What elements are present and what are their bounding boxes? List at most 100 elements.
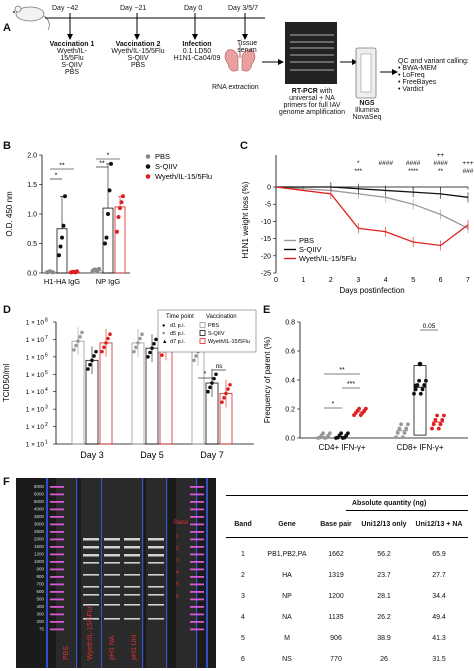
y-tick-exponent: 2 xyxy=(45,422,48,428)
lane-label: pH1 NA xyxy=(109,635,116,660)
sig-label: * xyxy=(204,371,207,378)
data-point xyxy=(194,354,198,358)
data-point xyxy=(74,343,78,348)
x-tick-label: 0 xyxy=(274,277,278,284)
data-point xyxy=(214,372,218,377)
y-tick-label: 1.5 xyxy=(27,182,37,189)
ladder-label: 6000 xyxy=(34,492,45,497)
x-tick-label: 5 xyxy=(411,277,415,284)
data-point xyxy=(102,345,106,350)
y-tick-label: 1.0 xyxy=(27,212,37,219)
x-tick-label: H1-HA IgG xyxy=(44,277,80,286)
sample-band xyxy=(124,554,140,557)
col-gene: Gene xyxy=(278,521,296,529)
data-point xyxy=(132,349,136,354)
sig-label: ** xyxy=(59,163,65,170)
data-point xyxy=(399,422,403,427)
legend-label: S-QIIV xyxy=(208,331,225,337)
y-tick-exponent: 3 xyxy=(45,405,48,411)
y-tick-label: 1 × 10 xyxy=(26,424,45,431)
table-row: 2 HA 1319 23.7 27.7 xyxy=(241,571,446,579)
lane-label: PBS xyxy=(63,646,70,660)
legend-swatch xyxy=(199,322,206,328)
data-point xyxy=(228,382,232,387)
sample-band xyxy=(148,562,164,564)
data-point xyxy=(104,235,109,240)
y-tick-label: 0.4 xyxy=(285,378,295,385)
y-axis-label: Frequency of parent (%) xyxy=(263,337,272,424)
range-box xyxy=(413,365,427,436)
sample-band xyxy=(104,546,120,549)
band-number: 4 xyxy=(176,570,179,576)
data-point xyxy=(61,223,66,228)
legend-swatch xyxy=(199,338,206,344)
x-axis-label: Days postinfection xyxy=(339,286,404,295)
data-point xyxy=(119,200,124,205)
lane-separator xyxy=(166,478,168,668)
table-row: 6 NS 770 26 31.5 xyxy=(241,655,446,663)
y-tick-label: 1 × 10 xyxy=(26,354,45,361)
data-point xyxy=(339,431,343,436)
ladder-band xyxy=(190,591,204,593)
panel-d-label: D xyxy=(3,304,11,316)
legend-marker xyxy=(145,154,151,159)
ladder-label: 75 xyxy=(39,627,45,632)
y-tick-exponent: 4 xyxy=(45,387,48,393)
sample-band xyxy=(104,562,120,564)
data-point xyxy=(395,431,400,435)
legend-marker: ▲ xyxy=(162,339,167,345)
sample-band xyxy=(83,586,99,588)
y-tick-exponent: 7 xyxy=(45,335,48,341)
series-line xyxy=(275,186,469,247)
data-point xyxy=(92,354,96,358)
mouse-icon xyxy=(13,5,50,31)
x-tick-label: 2 xyxy=(329,277,333,284)
gel-lane xyxy=(122,478,142,668)
data-point xyxy=(116,214,121,219)
y-tick-label: 0.2 xyxy=(285,407,295,414)
data-point xyxy=(107,188,112,193)
data-point xyxy=(94,349,98,354)
bar xyxy=(145,347,159,445)
ladder-label: 8000 xyxy=(34,484,45,489)
legend-label: PBS xyxy=(208,323,219,329)
sig-label: ** xyxy=(99,161,105,168)
y-tick-exponent: 8 xyxy=(45,318,48,324)
data-point xyxy=(148,350,152,355)
y-tick-label: 1 × 10 xyxy=(26,389,45,396)
lane-separator xyxy=(142,478,144,668)
data-point xyxy=(422,383,427,387)
ladder-label: 2000 xyxy=(34,537,45,542)
sample-band xyxy=(124,546,140,549)
ladder-band xyxy=(50,606,64,608)
vaccination-1: Vaccination 1 Wyeth/IL-15/5Flu S-QIIV PB… xyxy=(49,41,95,76)
sig-label: ** xyxy=(438,168,444,175)
ladder-band xyxy=(190,606,204,608)
x-tick-label: CD8+ IFN-γ+ xyxy=(396,443,443,452)
sig-label: * xyxy=(332,401,335,408)
legend-swatch xyxy=(199,330,206,336)
ladder-label: 800 xyxy=(36,574,44,579)
data-point xyxy=(115,229,119,234)
legend-marker xyxy=(145,164,151,169)
y-tick-exponent: 1 xyxy=(45,440,48,446)
sample-band xyxy=(148,554,164,557)
data-point xyxy=(78,335,82,339)
data-point xyxy=(226,387,230,391)
bar xyxy=(159,346,173,445)
data-point xyxy=(433,417,438,422)
ladder-band xyxy=(50,576,64,578)
sample-band xyxy=(83,618,99,620)
ladder-band xyxy=(50,628,64,631)
x-tick-label: 7 xyxy=(466,277,470,284)
sample-band xyxy=(83,594,99,596)
sample-band xyxy=(124,604,140,606)
table-row: 4 NA 1135 26.2 49.4 xyxy=(241,613,446,621)
data-point xyxy=(212,376,216,381)
data-point xyxy=(86,367,90,371)
band-number: 1 xyxy=(176,534,179,540)
bar xyxy=(131,342,145,445)
sample-band xyxy=(83,604,99,606)
sample-band xyxy=(124,618,140,620)
